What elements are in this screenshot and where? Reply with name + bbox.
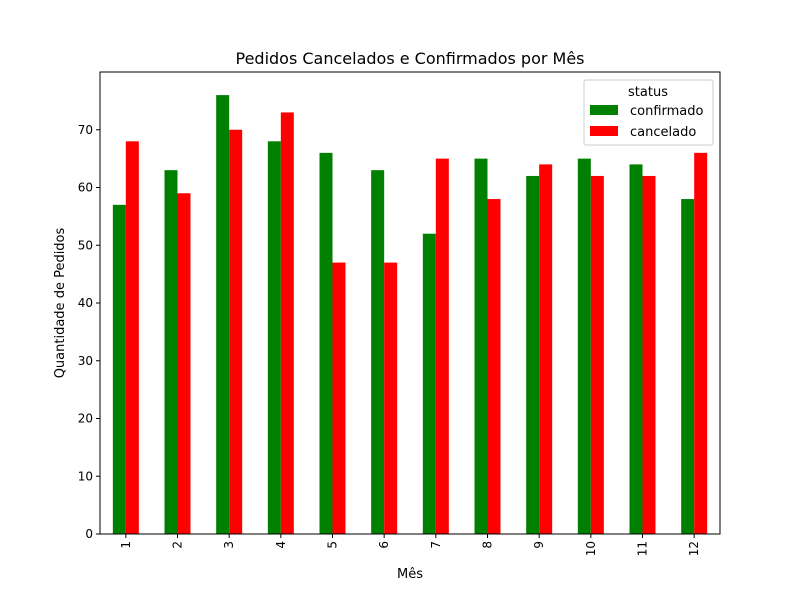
bar-cancelado-12 <box>694 152 708 534</box>
legend: status confirmado cancelado <box>583 79 714 146</box>
bar-cancelado-9 <box>539 164 553 534</box>
bar-confirmado-6 <box>371 170 385 535</box>
bar-confirmado-11 <box>629 164 643 534</box>
bar-confirmado-2 <box>164 170 178 535</box>
x-tick-label-10: 10 <box>584 541 598 556</box>
bar-cancelado-2 <box>177 193 191 534</box>
bar-confirmado-12 <box>681 199 695 535</box>
bar-cancelado-5 <box>332 262 346 534</box>
y-tick-label-50: 50 <box>78 238 93 252</box>
bar-confirmado-8 <box>474 158 488 534</box>
bar-confirmado-7 <box>422 233 436 534</box>
bar-confirmado-5 <box>319 152 333 534</box>
plot-frame <box>99 71 721 535</box>
x-tick-label-3: 3 <box>222 541 236 549</box>
bar-confirmado-1 <box>112 204 126 534</box>
x-tick-label-5: 5 <box>326 541 340 549</box>
bar-confirmado-3 <box>216 95 230 534</box>
y-tick-label-30: 30 <box>78 354 93 368</box>
y-tick-label-10: 10 <box>78 469 93 483</box>
x-tick-label-4: 4 <box>274 541 288 549</box>
x-tick-label-9: 9 <box>532 541 546 549</box>
x-tick-label-1: 1 <box>119 541 133 549</box>
bar-confirmado-10 <box>577 158 591 534</box>
y-tick-label-20: 20 <box>78 412 93 426</box>
x-axis-label: Mês <box>397 567 423 582</box>
legend-title: status <box>628 85 668 100</box>
x-tick-label-11: 11 <box>636 541 650 556</box>
bar-cancelado-7 <box>435 158 449 534</box>
legend-label-confirmado: confirmado <box>630 104 704 119</box>
bar-confirmado-4 <box>267 141 281 535</box>
x-tick-label-8: 8 <box>481 541 495 549</box>
y-tick-label-40: 40 <box>78 296 93 310</box>
y-tick-label-60: 60 <box>78 181 93 195</box>
bar-confirmado-9 <box>526 175 540 534</box>
chart-title: Pedidos Cancelados e Confirmados por Mês <box>235 49 584 68</box>
bar-cancelado-1 <box>125 141 139 535</box>
bar-cancelado-6 <box>384 262 398 534</box>
bar-cancelado-11 <box>642 175 656 534</box>
x-tick-label-7: 7 <box>429 541 443 549</box>
legend-label-cancelado: cancelado <box>630 125 696 140</box>
legend-swatch-confirmado <box>590 105 618 115</box>
y-tick-label-0: 0 <box>85 527 93 541</box>
y-tick-label-70: 70 <box>78 123 93 137</box>
x-tick-label-6: 6 <box>377 541 391 549</box>
legend-swatch-cancelado <box>590 126 618 136</box>
bar-cancelado-4 <box>280 112 294 535</box>
x-tick-label-12: 12 <box>687 541 701 556</box>
bars-group <box>112 95 708 535</box>
bar-cancelado-10 <box>590 175 604 534</box>
x-tick-label-2: 2 <box>171 541 185 549</box>
bar-cancelado-3 <box>229 129 243 534</box>
bar-cancelado-8 <box>487 199 501 535</box>
y-axis-label: Quantidade de Pedidos <box>53 227 68 378</box>
